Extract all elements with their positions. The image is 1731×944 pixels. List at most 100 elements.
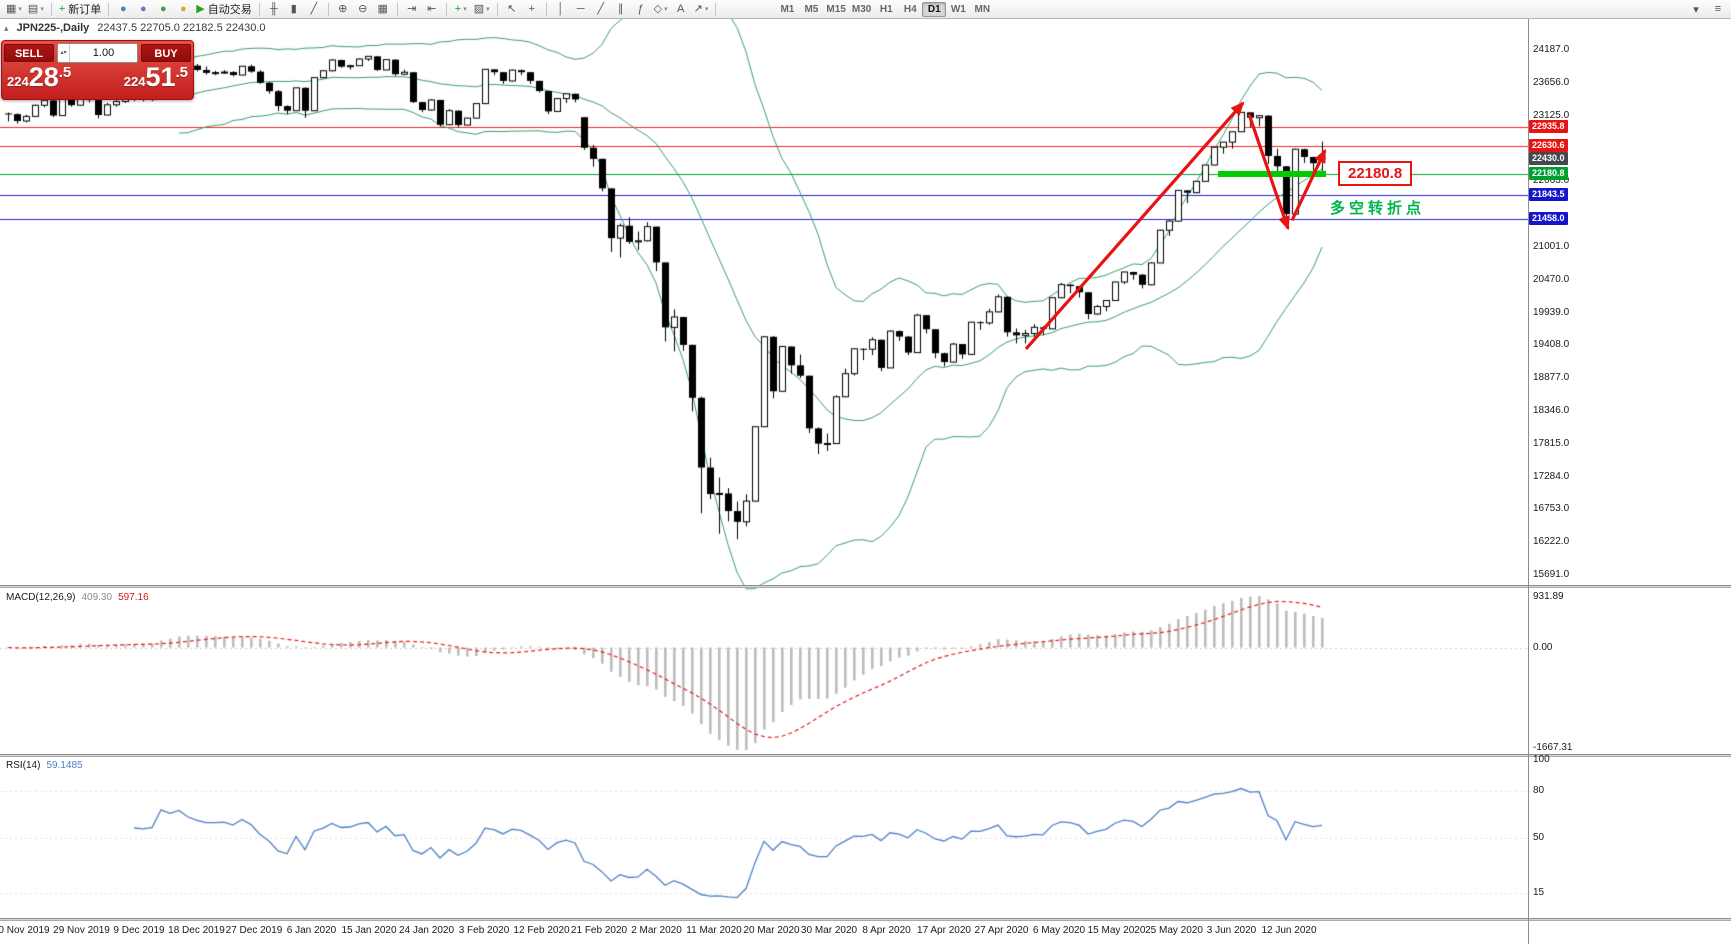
chart-symbol-label: JPN225-,Daily — [16, 22, 90, 34]
new-chart-icon: ▦ — [6, 3, 17, 15]
price-axis-label: 23125.0 — [1533, 109, 1570, 121]
one-click-collapse-button[interactable]: ▴ — [4, 22, 9, 33]
vertical-line-icon: │ — [557, 3, 565, 15]
navigator-icon: ● — [159, 3, 167, 15]
chevron-down-icon: ▾ — [664, 6, 668, 13]
time-axis-label: 6 Jan 2020 — [286, 925, 337, 936]
horizontal-line-icon: ─ — [576, 3, 585, 15]
timeframe-h1-button[interactable]: H1 — [874, 2, 898, 17]
time-axis-label: 17 Apr 2020 — [917, 925, 971, 936]
rsi-title: RSI(14) — [6, 760, 41, 771]
price-axis-label: 18877.0 — [1533, 372, 1570, 384]
buy-price-display[interactable]: 224 51.5 — [124, 64, 188, 91]
tile-windows-icon: ▦ — [377, 3, 388, 15]
navigator-icon[interactable]: ● — [153, 1, 173, 17]
trendline-icon: ╱ — [597, 3, 604, 15]
horizontal-line-icon[interactable]: ─ — [571, 1, 591, 17]
volume-value[interactable]: 1.00 — [92, 47, 115, 59]
sell-price-big: 28 — [28, 62, 59, 92]
cursor-icon[interactable]: ↖ — [502, 1, 522, 17]
terminal-icon[interactable]: ● — [173, 1, 193, 17]
timeframe-m30-button[interactable]: M30 — [849, 2, 874, 17]
price-tag: 22430.0 — [1529, 151, 1568, 165]
market-watch-icon[interactable]: ● — [113, 1, 133, 17]
zoom-in-icon[interactable]: ⊕ — [333, 1, 353, 17]
time-axis-label: 21 Feb 2020 — [570, 925, 628, 936]
timeframe-h4-button[interactable]: H4 — [898, 2, 922, 17]
price-axis-label: 15691.0 — [1533, 569, 1570, 581]
arrow-tool-icon[interactable]: ↗ ▾ — [691, 1, 712, 17]
macd-scale-max: 931.89 — [1533, 591, 1564, 602]
rsi-scale-label: 15 — [1533, 886, 1545, 898]
vertical-line-icon[interactable]: │ — [551, 1, 571, 17]
bar-chart-icon[interactable]: ╫ — [264, 1, 284, 17]
price-annotation-box[interactable]: 22180.8 — [1338, 160, 1413, 186]
new-order-button[interactable]: + 新订单 — [56, 1, 104, 17]
timeframe-w1-button[interactable]: W1 — [946, 2, 970, 17]
macd-panel-separator[interactable] — [0, 585, 1731, 588]
time-axis-label: 12 Jun 2020 — [1261, 925, 1317, 936]
zoom-out-icon[interactable]: ⊖ — [353, 1, 373, 17]
rsi-scale-label: 100 — [1533, 754, 1550, 765]
autotrading-button[interactable]: ▶ 自动交易 — [193, 1, 254, 17]
price-axis-label: 19939.0 — [1533, 306, 1570, 318]
macd-scale-min: -1667.31 — [1533, 742, 1573, 753]
data-window-icon[interactable]: ● — [133, 1, 153, 17]
autotrading-button: ▶ — [196, 3, 205, 15]
timeframe-m15-button[interactable]: M15 — [823, 2, 848, 17]
timeframe-mn-button[interactable]: MN — [970, 2, 994, 17]
indicators-icon: + — [454, 3, 462, 15]
rsi-panel-separator[interactable] — [0, 754, 1731, 757]
price-axis-label: 18346.0 — [1533, 405, 1570, 416]
new-chart-icon[interactable]: ▦ ▾ — [3, 1, 25, 17]
rsi-header: RSI(14) 59.1485 — [6, 760, 83, 771]
rsi-value: 59.1485 — [46, 760, 83, 771]
crosshair-icon[interactable]: + — [522, 1, 542, 17]
trendline-icon[interactable]: ╱ — [591, 1, 611, 17]
tile-windows-icon[interactable]: ▦ — [373, 1, 393, 17]
chart-menu-icon[interactable]: ≡ — [1708, 1, 1728, 17]
timeframe-d1-button[interactable]: D1 — [922, 1, 947, 17]
text-icon[interactable]: A — [671, 1, 691, 17]
turning-point-text[interactable]: 多空转折点 — [1330, 200, 1426, 218]
timeframe-m5-button[interactable]: M5 — [799, 2, 823, 17]
price-tag: 22935.8 — [1529, 120, 1568, 134]
chart-shift-icon[interactable]: ⇤ — [422, 1, 442, 17]
chevron-down-icon: ▾ — [463, 6, 467, 13]
time-axis-label: 8 Apr 2020 — [862, 925, 911, 936]
sell-price-tail: .5 — [58, 64, 72, 81]
sell-price-head: 224 — [7, 74, 29, 89]
chart-shift-icon: ⇤ — [427, 3, 437, 15]
templates-icon[interactable]: ▨ ▾ — [471, 1, 493, 17]
market-watch-icon: ● — [119, 3, 127, 15]
main-toolbar: ▦ ▾ ▤ ▾ + 新订单 ● ● ● ● ▶ 自动交易 ╫ ▮ ╱ ⊕ ⊖ ▦ ⇥ ⇤ + ▾ ▨ ▾ ↖ + │ ─ ╱ ∥ ƒ ◇ ▾ A ↗… — [0, 0, 1731, 19]
channel-icon[interactable]: ∥ — [611, 1, 631, 17]
time-axis-label: 29 Nov 2019 — [53, 925, 110, 936]
line-chart-icon[interactable]: ╱ — [304, 1, 324, 17]
time-axis-separator — [0, 918, 1731, 921]
sell-price-display[interactable]: 224 28.5 — [7, 64, 71, 91]
price-tag: 22630.6 — [1529, 139, 1568, 153]
time-axis-label: 27 Dec 2019 — [225, 925, 283, 936]
fibonacci-icon[interactable]: ƒ — [631, 1, 651, 17]
buy-button[interactable]: BUY — [141, 44, 191, 62]
toolbar-separator — [258, 2, 260, 16]
toolbar-separator — [715, 2, 717, 16]
auto-scroll-icon[interactable]: ⇥ — [402, 1, 422, 17]
price-axis-label: 20470.0 — [1533, 273, 1570, 285]
profiles-icon[interactable]: ▤ ▾ — [25, 1, 47, 17]
sell-button[interactable]: SELL — [4, 44, 54, 62]
time-axis-label: 6 May 2020 — [1032, 925, 1086, 936]
volume-field[interactable]: ▴▾ 1.00 — [57, 43, 138, 63]
candlestick-chart-icon[interactable]: ▮ — [284, 1, 304, 17]
timeframe-m1-button[interactable]: M1 — [775, 2, 799, 17]
time-axis-label: 30 Mar 2020 — [800, 925, 858, 936]
volume-spinner-icon[interactable]: ▴▾ — [58, 44, 70, 62]
data-window-icon: ● — [139, 3, 147, 15]
price-axis-label: 16753.0 — [1533, 503, 1570, 515]
toolbar-overflow-icon[interactable]: ▾ — [1686, 1, 1706, 17]
indicators-icon[interactable]: + ▾ — [451, 1, 471, 17]
shapes-icon[interactable]: ◇ ▾ — [651, 1, 671, 17]
price-tag: 22180.8 — [1529, 166, 1568, 180]
